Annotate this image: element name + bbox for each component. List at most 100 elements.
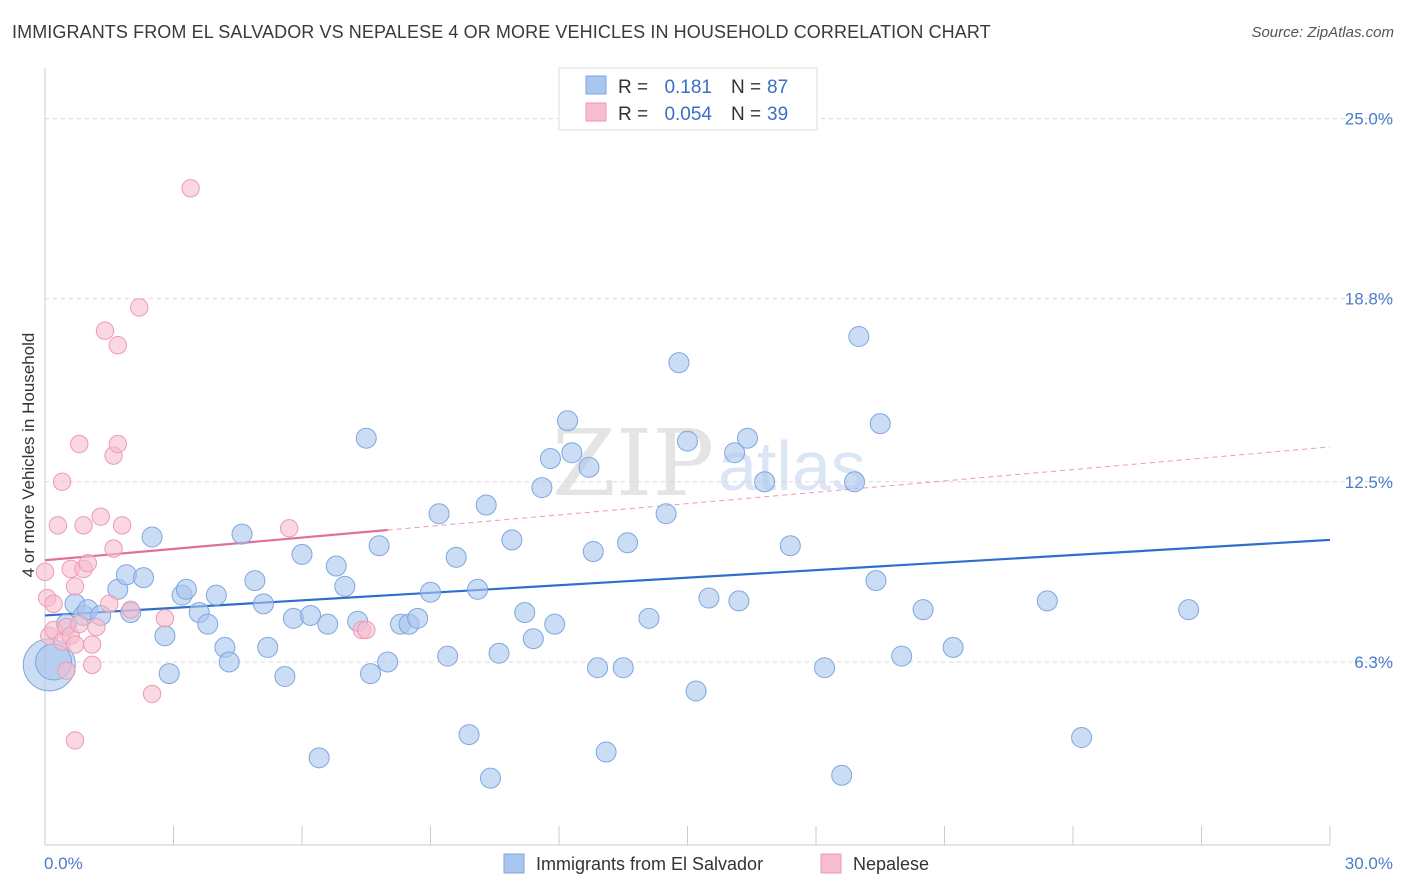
point-nepalese-8 bbox=[57, 661, 76, 680]
data-points bbox=[22, 179, 1200, 789]
point-el-salvador-77 bbox=[844, 471, 866, 493]
stats-legend: R = 0.181 N = 87 R = 0.054 N = 39 bbox=[558, 67, 818, 131]
point-el-salvador-53 bbox=[531, 477, 553, 499]
point-nepalese-7 bbox=[52, 472, 72, 491]
point-el-salvador-21 bbox=[231, 523, 253, 545]
legend-r-value-1: 0.181 bbox=[664, 77, 712, 98]
trend-line-nepalese bbox=[44, 528, 388, 562]
point-el-salvador-20 bbox=[218, 651, 240, 673]
point-el-salvador-44 bbox=[445, 546, 467, 568]
point-el-salvador-30 bbox=[317, 613, 339, 635]
point-el-salvador-8 bbox=[115, 564, 137, 586]
point-el-salvador-26 bbox=[282, 607, 304, 629]
point-nepalese-30 bbox=[121, 600, 140, 619]
point-el-salvador-81 bbox=[891, 645, 913, 667]
point-el-salvador-73 bbox=[754, 471, 776, 493]
legend-r-label-1: R = bbox=[618, 77, 648, 98]
point-el-salvador-59 bbox=[582, 541, 604, 563]
point-nepalese-25 bbox=[104, 539, 123, 558]
point-nepalese-28 bbox=[108, 434, 128, 454]
point-el-salvador-15 bbox=[175, 578, 197, 600]
point-el-salvador-69 bbox=[698, 587, 720, 609]
point-nepalese-12 bbox=[65, 577, 85, 596]
x-tick-label-max: 30.0% bbox=[1345, 854, 1393, 873]
point-el-salvador-47 bbox=[475, 494, 497, 516]
point-el-salvador-56 bbox=[557, 410, 579, 432]
point-el-salvador-67 bbox=[677, 430, 698, 452]
point-el-salvador-46 bbox=[467, 578, 489, 600]
legend-r-label-2: R = bbox=[618, 104, 648, 125]
legend-swatch-nepalese bbox=[585, 102, 607, 122]
point-nepalese-35 bbox=[279, 519, 299, 538]
point-nepalese-5 bbox=[48, 516, 68, 535]
trend-line-el-salvador bbox=[44, 538, 1331, 617]
point-el-salvador-85 bbox=[1071, 726, 1093, 748]
point-el-salvador-70 bbox=[724, 442, 746, 464]
axes bbox=[44, 68, 1331, 846]
point-el-salvador-12 bbox=[154, 625, 176, 647]
point-nepalese-13 bbox=[65, 635, 85, 654]
point-el-salvador-51 bbox=[514, 602, 536, 624]
y-tick-label-2: 18.8% bbox=[1345, 290, 1393, 309]
point-nepalese-0 bbox=[35, 562, 55, 582]
series-legend-swatch-el-salvador bbox=[503, 853, 525, 874]
point-el-salvador-64 bbox=[638, 607, 660, 629]
point-nepalese-27 bbox=[108, 336, 128, 355]
point-el-salvador-75 bbox=[814, 657, 836, 679]
point-el-salvador-37 bbox=[377, 651, 399, 673]
point-nepalese-3 bbox=[44, 594, 63, 614]
point-nepalese-34 bbox=[181, 179, 200, 198]
point-el-salvador-83 bbox=[942, 636, 964, 658]
point-el-salvador-49 bbox=[488, 642, 510, 664]
point-nepalese-14 bbox=[65, 731, 85, 750]
point-el-salvador-65 bbox=[655, 503, 677, 525]
point-nepalese-15 bbox=[70, 614, 89, 634]
point-el-salvador-25 bbox=[274, 665, 296, 687]
point-el-salvador-23 bbox=[252, 593, 274, 615]
point-el-salvador-79 bbox=[865, 570, 887, 592]
point-el-salvador-13 bbox=[158, 663, 180, 685]
point-el-salvador-58 bbox=[578, 456, 600, 478]
point-el-salvador-10 bbox=[133, 567, 155, 589]
point-el-salvador-54 bbox=[539, 448, 561, 470]
source-credit: Source: ZipAtlas.com bbox=[1251, 24, 1394, 41]
point-el-salvador-18 bbox=[205, 584, 227, 606]
point-el-salvador-57 bbox=[561, 442, 583, 464]
point-el-salvador-82 bbox=[912, 599, 934, 621]
point-nepalese-33 bbox=[155, 609, 175, 628]
point-el-salvador-22 bbox=[244, 570, 266, 592]
point-nepalese-19 bbox=[78, 553, 98, 573]
point-nepalese-37 bbox=[357, 620, 376, 640]
point-el-salvador-62 bbox=[612, 657, 634, 679]
point-el-salvador-28 bbox=[300, 604, 322, 626]
legend-n-label-2: N = bbox=[731, 104, 761, 125]
point-el-salvador-11 bbox=[141, 526, 163, 548]
point-el-salvador-48 bbox=[479, 767, 501, 789]
point-el-salvador-36 bbox=[368, 535, 390, 557]
point-el-salvador-40 bbox=[407, 607, 429, 629]
point-el-salvador-45 bbox=[458, 724, 480, 746]
point-nepalese-29 bbox=[112, 516, 132, 535]
point-el-salvador-55 bbox=[544, 613, 566, 635]
point-el-salvador-52 bbox=[522, 628, 544, 650]
point-el-salvador-31 bbox=[325, 555, 347, 577]
point-el-salvador-27 bbox=[291, 543, 313, 565]
point-el-salvador-32 bbox=[334, 575, 356, 597]
point-nepalese-20 bbox=[82, 635, 102, 654]
point-el-salvador-35 bbox=[360, 663, 382, 685]
point-el-salvador-24 bbox=[257, 636, 279, 658]
point-el-salvador-17 bbox=[197, 613, 219, 635]
point-el-salvador-72 bbox=[736, 427, 758, 449]
point-el-salvador-71 bbox=[728, 590, 750, 612]
series-legend: Immigrants from El Salvador Nepalese bbox=[503, 853, 929, 874]
point-el-salvador-68 bbox=[685, 680, 707, 702]
point-el-salvador-42 bbox=[428, 503, 450, 525]
point-el-salvador-74 bbox=[779, 535, 801, 557]
point-el-salvador-50 bbox=[501, 529, 523, 551]
point-el-salvador-80 bbox=[869, 413, 891, 435]
point-el-salvador-84 bbox=[1036, 590, 1058, 612]
point-el-salvador-43 bbox=[437, 645, 459, 667]
y-tick-labels: 6.3% 12.5% 18.8% 25.0% bbox=[1345, 110, 1393, 672]
legend-n-label-1: N = bbox=[731, 77, 761, 98]
